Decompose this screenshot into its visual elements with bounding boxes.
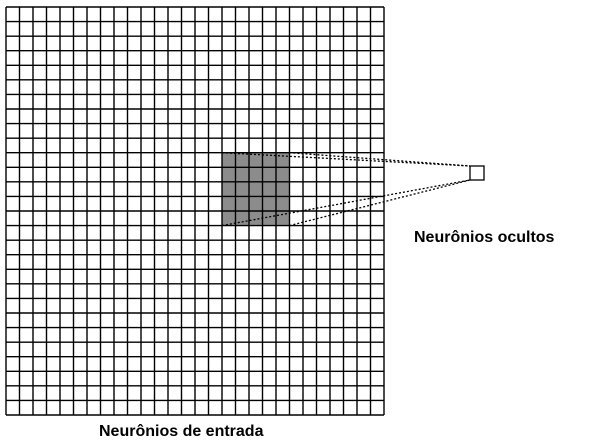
- local-receptive-field: [222, 152, 290, 226]
- receptive-field-connections: [221, 152, 471, 227]
- input-neuron-grid: [5, 6, 385, 416]
- connection-line: [289, 179, 471, 227]
- hidden-neuron: [469, 165, 485, 181]
- input-neurons-label: Neurônios de entrada: [99, 423, 264, 440]
- connection-line: [221, 152, 471, 167]
- hidden-neurons-label: Neurônios ocultos: [414, 229, 555, 246]
- receptive-field-shading: [222, 152, 290, 226]
